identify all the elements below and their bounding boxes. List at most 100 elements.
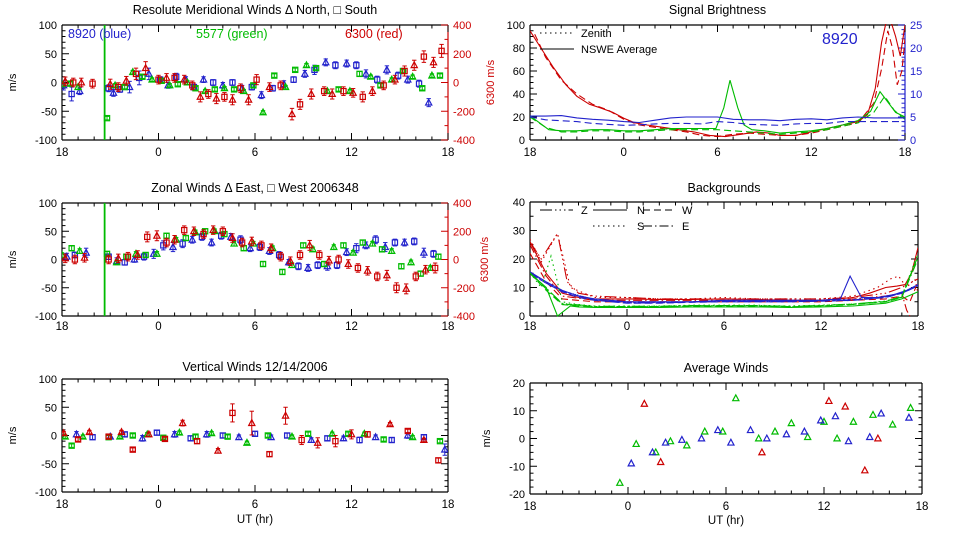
series-green-Z	[530, 255, 918, 307]
legend-item: N	[593, 205, 645, 217]
chart-title: Average Winds	[684, 361, 769, 375]
legend-label: W	[682, 205, 693, 217]
series-5577	[62, 60, 444, 122]
series-6300-zenith	[534, 30, 905, 138]
x-tick-label: 18	[56, 147, 69, 159]
y2-tick-label: 400	[453, 20, 471, 32]
axes: 18 0 6 12 18 UT (hr) -20 -10 0 10 20 m/s	[481, 378, 928, 527]
x-tick-label: 12	[345, 321, 358, 333]
x-tick-label: 6	[252, 321, 258, 333]
series-8920-zenith	[530, 116, 905, 126]
axes: 18 0 6 12 18 UT (hr) -100 -50 0 50 100 m/s	[7, 374, 454, 526]
legend-label: S	[637, 221, 644, 233]
y-tick-label: 10	[513, 283, 525, 295]
y-tick-label: -20	[509, 489, 525, 501]
annotation: 8920 (blue)	[68, 27, 131, 41]
chart-title: Backgrounds	[688, 181, 761, 195]
series-6300	[62, 43, 445, 121]
y-axis-title: m/s	[481, 429, 493, 447]
series-red-S	[530, 231, 918, 300]
y-tick-label: -100	[35, 135, 57, 147]
y2-tick-label: 5	[910, 112, 916, 124]
y-tick-label: -50	[41, 106, 57, 118]
chart-signal-brightness: 18 0 6 12 180204060801000510152025ZenithNSWE…	[507, 3, 923, 159]
series-group	[615, 393, 915, 486]
y2-tick-label: 25	[910, 20, 922, 32]
y-tick-label: 0	[51, 255, 57, 267]
x-tick-label: 12	[345, 499, 358, 511]
x-tick-label: 18	[442, 321, 455, 333]
x-tick-label: 18	[912, 321, 925, 333]
legend-item: S	[593, 221, 644, 233]
x-axis-title: UT (hr)	[708, 515, 744, 527]
legend-item: Zenith	[540, 28, 612, 40]
series-group	[530, 231, 918, 317]
y-tick-label: 0	[51, 431, 57, 443]
y-tick-label: -50	[41, 459, 57, 471]
chart-title: Zonal Winds Δ East, □ West 2006348	[151, 181, 358, 195]
y-tick-label: 50	[45, 402, 57, 414]
y2-tick-label: 0	[453, 78, 459, 90]
annotation: 5577 (green)	[196, 27, 268, 41]
legend-label: NSWE Average	[581, 44, 657, 56]
legend-item: NSWE Average	[540, 44, 657, 56]
y-axis-title: m/s	[7, 250, 19, 268]
y-tick-label: 100	[39, 20, 57, 32]
series-red-N	[530, 241, 918, 301]
x-tick-label: 6	[723, 501, 729, 513]
x-tick-label: 6	[252, 147, 258, 159]
x-axis-title: UT (hr)	[237, 514, 273, 526]
x-tick-label: 6	[714, 147, 720, 159]
x-tick-label: 18	[524, 321, 537, 333]
y-tick-label: 10	[513, 406, 525, 418]
legend-label: Zenith	[581, 28, 612, 40]
y2-axis-title: 6300 m/s	[485, 59, 497, 105]
series-blue-Z	[530, 271, 918, 304]
chart-zonal-winds: 18 0 6 12 18-100-50050100m/s-400-20002004006…	[7, 181, 491, 333]
chart-title: Signal Brightness	[669, 3, 766, 17]
y-tick-label: 40	[513, 89, 525, 101]
legend-label: E	[682, 221, 689, 233]
axes: 18 0 6 12 18-100-50050100m/s-400-20002004006…	[7, 20, 497, 159]
y-tick-label: -100	[35, 311, 57, 323]
x-tick-label: 6	[252, 499, 258, 511]
y-tick-label: -10	[509, 461, 525, 473]
y-tick-label: 30	[513, 226, 525, 238]
y-tick-label: 0	[519, 434, 525, 446]
series-green-N	[530, 272, 918, 317]
x-tick-label: 18	[916, 501, 929, 513]
chart-title: Vertical Winds 12/14/2006	[182, 360, 327, 374]
y-tick-label: 20	[513, 254, 525, 266]
x-tick-label: 0	[155, 321, 161, 333]
y2-tick-label: 400	[453, 198, 471, 210]
y-tick-label: 0	[51, 78, 57, 90]
y-tick-label: 60	[513, 66, 525, 78]
x-tick-label: 0	[155, 147, 161, 159]
x-tick-label: 18	[442, 499, 455, 511]
y-tick-label: 20	[513, 378, 525, 390]
x-tick-label: 18	[56, 321, 69, 333]
series-group	[62, 43, 445, 122]
legend-item: W	[643, 205, 693, 217]
x-tick-label: 0	[621, 147, 627, 159]
axes: 18 0 6 12 18-100-50050100m/s-400-20002004006…	[7, 198, 491, 333]
y-tick-label: -50	[41, 283, 57, 295]
series-6300	[640, 396, 883, 474]
y-tick-label: 40	[513, 197, 525, 209]
y-tick-label: 0	[519, 135, 525, 147]
y2-tick-label: 0	[453, 255, 459, 267]
y-tick-label: 100	[39, 374, 57, 386]
y2-tick-label: 20	[910, 43, 922, 55]
x-tick-label: 12	[818, 501, 831, 513]
x-tick-label: 0	[155, 499, 161, 511]
legend-label: Z	[581, 205, 588, 217]
y-tick-label: 100	[39, 198, 57, 210]
y2-tick-label: 200	[453, 49, 471, 61]
y2-tick-label: 200	[453, 226, 471, 238]
series-8920	[72, 429, 448, 456]
chart-meridional-winds: 18 0 6 12 18-100-50050100m/s-400-20002004006…	[7, 3, 497, 159]
